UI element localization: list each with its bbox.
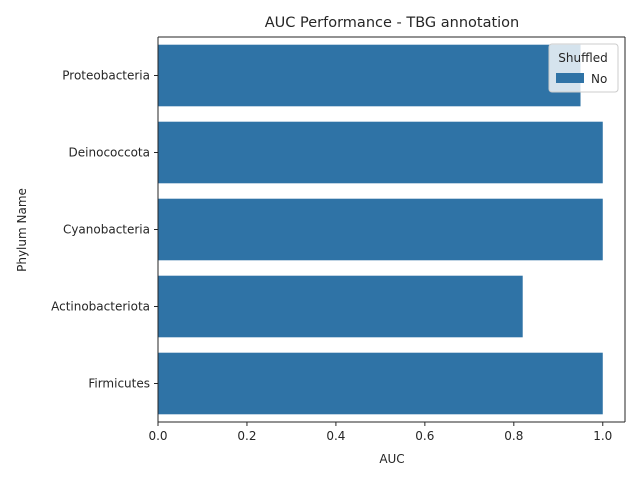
x-tick-label: 1.0 xyxy=(593,429,612,443)
bar-proteobacteria xyxy=(158,44,581,107)
y-tick-label: Actinobacteriota xyxy=(51,300,150,314)
y-axis-label: Phylum Name xyxy=(15,188,29,272)
y-ticks: Proteobacteria Deinococcota Cyanobacteria A… xyxy=(51,69,158,391)
y-tick-label: Proteobacteria xyxy=(62,69,150,83)
x-ticks: 0.0 0.2 0.4 0.6 0.8 1.0 xyxy=(148,422,612,443)
y-tick-label: Cyanobacteria xyxy=(63,223,150,237)
legend-swatch xyxy=(556,73,584,83)
x-tick-label: 0.4 xyxy=(326,429,345,443)
x-tick-label: 0.6 xyxy=(415,429,434,443)
x-tick-label: 0.0 xyxy=(148,429,167,443)
legend: Shuffled No xyxy=(548,43,619,93)
bar-actinobacteriota xyxy=(158,275,523,338)
bars-layer xyxy=(158,44,603,415)
y-tick-label: Deinococcota xyxy=(69,146,150,160)
axes-layer xyxy=(157,36,626,423)
bar-deinococcota xyxy=(158,121,603,184)
chart-title: AUC Performance - TBG annotation xyxy=(265,15,519,31)
legend-title: Shuffled xyxy=(558,51,607,65)
legend-entry-label: No xyxy=(591,72,607,86)
x-tick-label: 0.2 xyxy=(237,429,256,443)
x-axis-label: AUC xyxy=(379,452,404,466)
x-tick-label: 0.8 xyxy=(504,429,523,443)
bar-cyanobacteria xyxy=(158,198,603,261)
y-tick-label: Firmicutes xyxy=(88,377,150,391)
bar-firmicutes xyxy=(158,352,603,415)
